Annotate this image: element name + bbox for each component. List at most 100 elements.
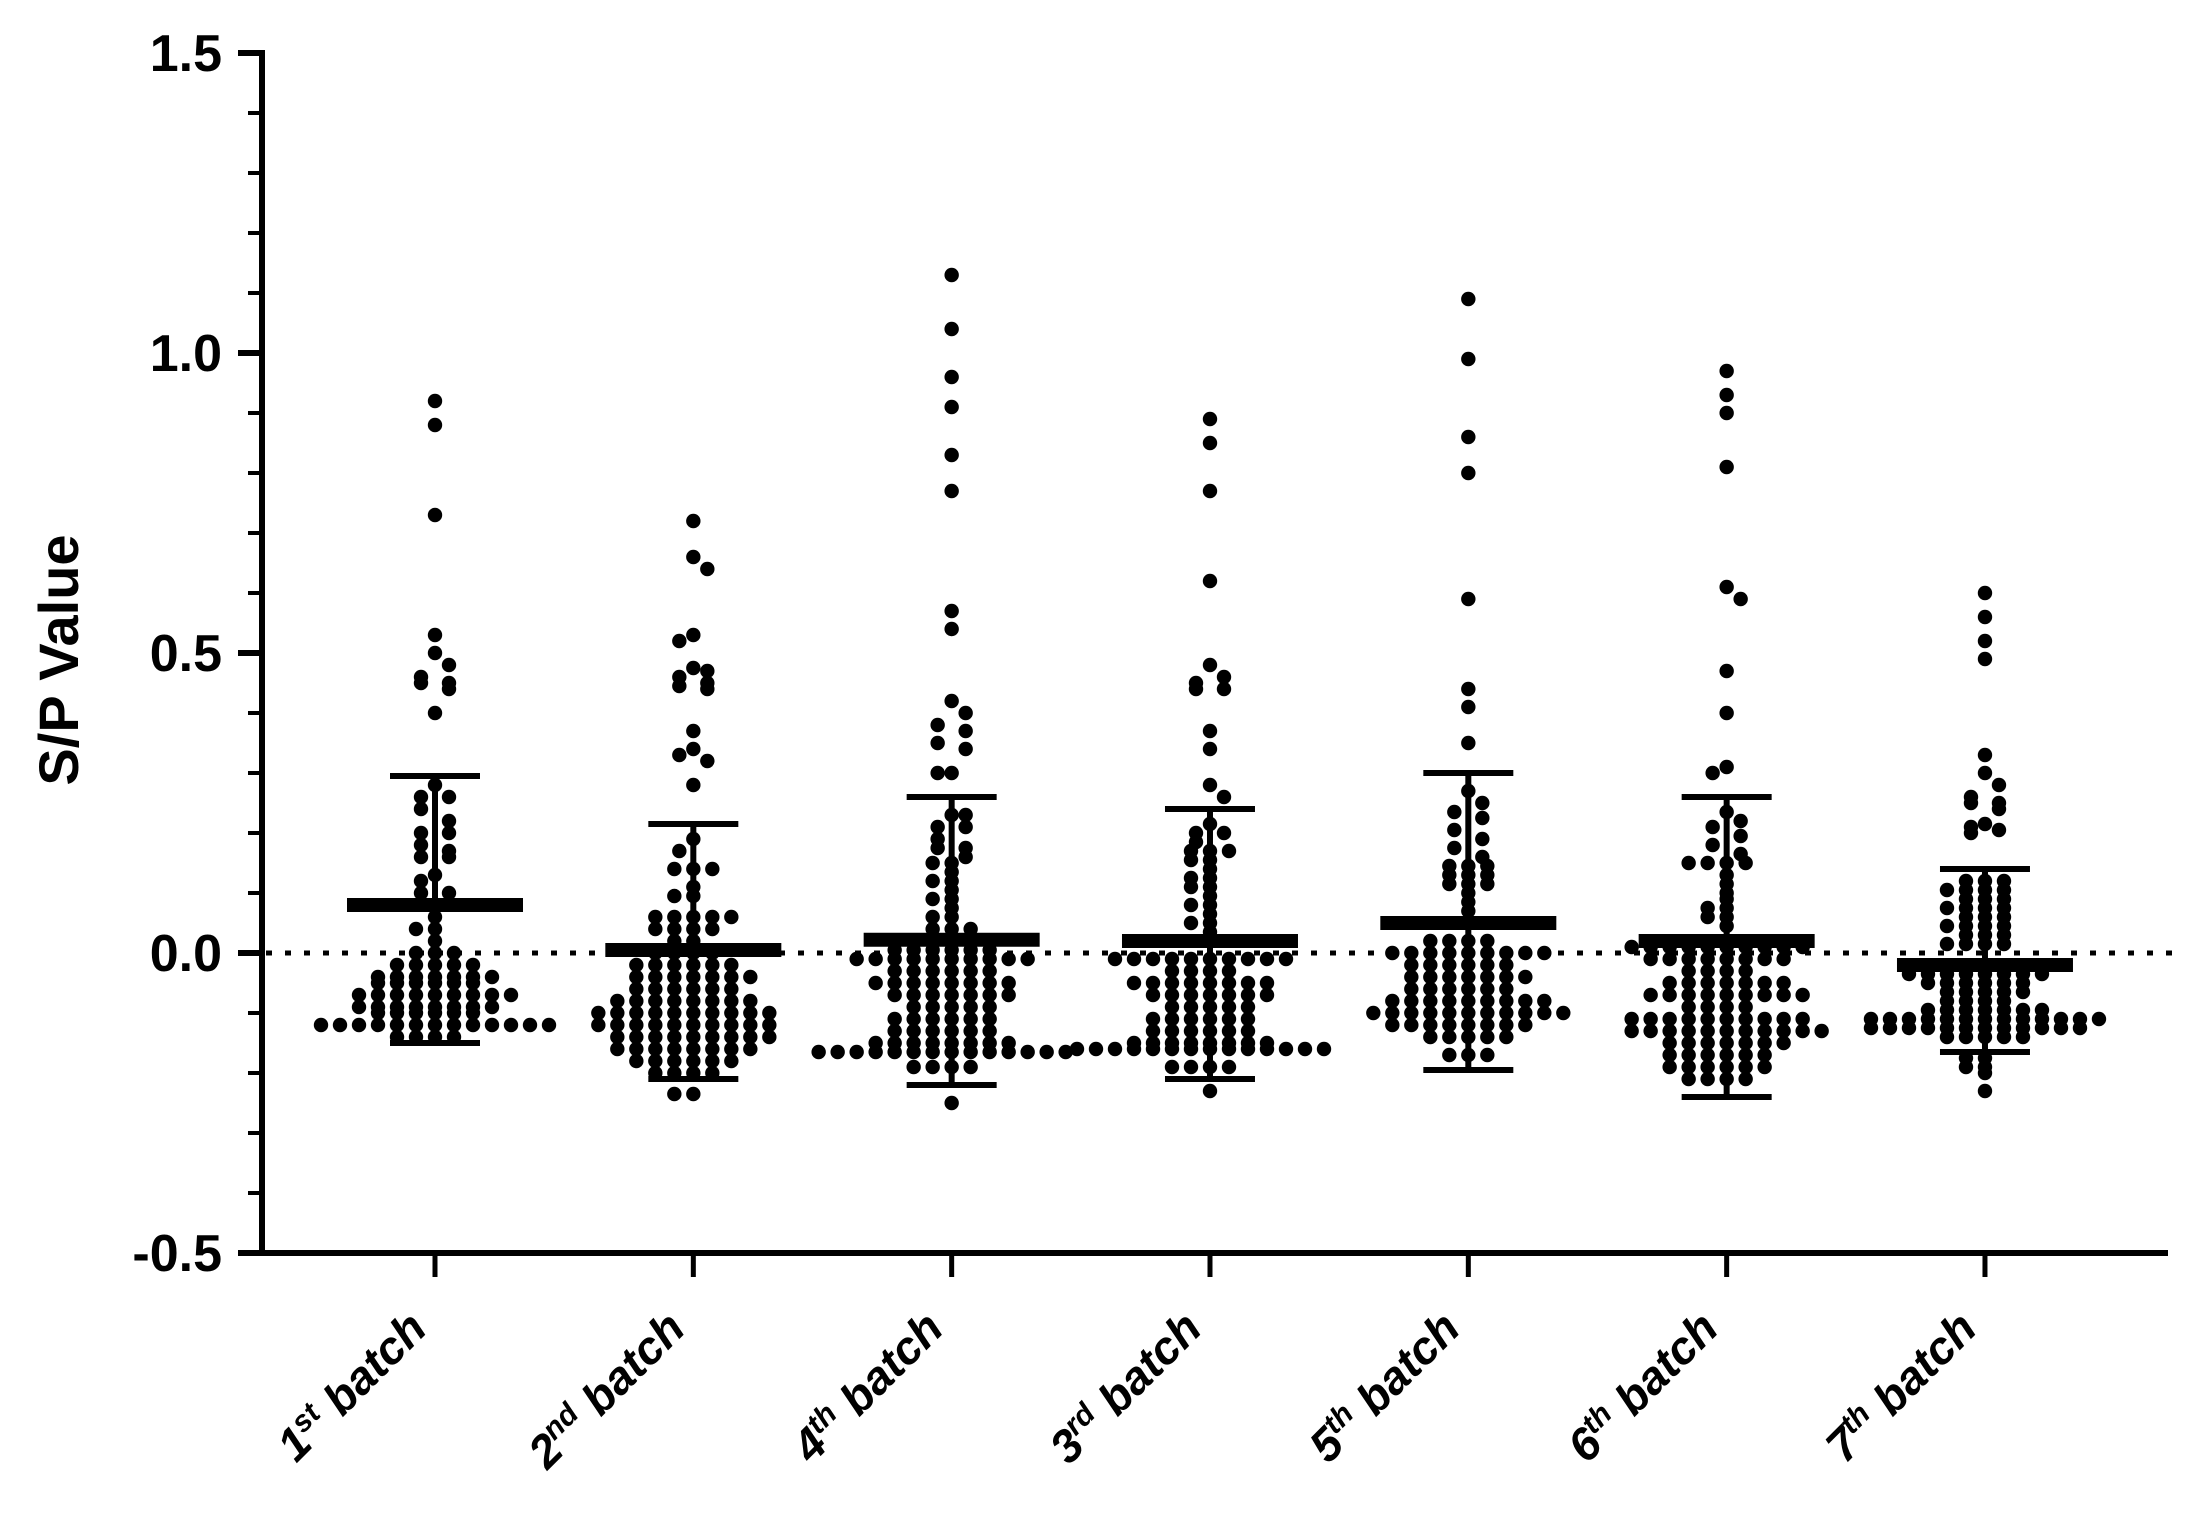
data-point [1776, 1023, 1791, 1039]
data-point [1221, 975, 1237, 991]
data-point [1776, 1011, 1791, 1027]
data-point [1404, 1017, 1419, 1033]
data-point [1442, 1005, 1457, 1021]
data-point [705, 969, 720, 985]
data-point [925, 891, 940, 907]
data-point [1499, 957, 1514, 973]
data-point [610, 1041, 625, 1057]
data-point [413, 675, 429, 691]
data-point [1499, 1005, 1514, 1021]
data-point [1901, 1020, 1917, 1036]
data-point [1069, 1041, 1085, 1057]
data-point [1700, 1035, 1715, 1051]
data-point [1757, 975, 1772, 991]
data-point [1977, 609, 1993, 625]
data-point [1183, 975, 1199, 991]
data-point [1404, 957, 1419, 973]
data-point [413, 849, 429, 865]
data-point [743, 1017, 758, 1033]
data-point [446, 987, 462, 1003]
data-point [1977, 816, 1993, 832]
data-point [408, 987, 424, 1003]
data-point [446, 1005, 462, 1021]
data-point [648, 1041, 663, 1057]
data-point [1385, 993, 1400, 1009]
data-point [648, 993, 663, 1009]
data-point [1423, 945, 1438, 961]
data-point [446, 1017, 462, 1033]
data-point [1662, 1035, 1677, 1051]
data-point [925, 1011, 940, 1027]
data-point [944, 399, 959, 415]
data-point [1719, 663, 1734, 679]
data-point [1480, 876, 1495, 892]
data-point [408, 921, 424, 937]
data-point [1164, 951, 1180, 967]
data-point [1624, 939, 1639, 955]
data-point [1757, 1011, 1772, 1027]
data-point [441, 885, 457, 901]
data-point [351, 999, 367, 1015]
batch-group [811, 267, 1073, 1111]
data-point [2072, 1020, 2088, 1036]
data-point [1939, 900, 1955, 916]
data-point [982, 975, 997, 991]
x-tick-label: 5th batch [1299, 1301, 1470, 1472]
data-point [944, 765, 959, 781]
data-point [408, 945, 424, 961]
data-point [446, 975, 462, 991]
data-point [1480, 993, 1495, 1009]
x-tick-label: 2nd batch [517, 1301, 694, 1478]
data-point [1442, 993, 1457, 1009]
data-point [667, 888, 682, 904]
data-point [963, 1059, 978, 1075]
data-point [1145, 987, 1161, 1003]
data-point [982, 1011, 997, 1027]
data-point [610, 1017, 625, 1033]
data-point [705, 1005, 720, 1021]
data-point [441, 657, 457, 673]
data-point [1461, 699, 1476, 715]
data-point [1700, 1011, 1715, 1027]
axes-layer: 1.5 1.0 0.5 0.0 -0.5 1st batch 2nd batch 4th ba… [132, 25, 2168, 1479]
data-point [1738, 987, 1753, 1003]
data-point [1164, 1023, 1180, 1039]
data-point [465, 1017, 481, 1033]
data-point [629, 957, 644, 973]
data-point [1480, 1047, 1495, 1063]
data-point [667, 993, 682, 1009]
data-point [389, 1017, 405, 1033]
data-point [441, 681, 457, 697]
data-point [408, 1017, 424, 1033]
data-point [930, 840, 945, 856]
data-point [2091, 1011, 2107, 1027]
data-point [868, 975, 883, 991]
data-point [1039, 1044, 1054, 1060]
data-point [1681, 1059, 1696, 1075]
data-point [1662, 1047, 1677, 1063]
data-point [648, 957, 663, 973]
data-point [930, 735, 945, 751]
data-point [1681, 1071, 1696, 1087]
data-point [1164, 1041, 1180, 1057]
data-point [1385, 1005, 1400, 1021]
data-point [1700, 963, 1715, 979]
data-point [1738, 1059, 1753, 1075]
data-point [413, 885, 429, 901]
data-point [1996, 1029, 2012, 1045]
data-point [1221, 1041, 1237, 1057]
data-point [686, 549, 701, 565]
data-point [629, 1029, 644, 1045]
data-point [1681, 1035, 1696, 1051]
data-point [958, 723, 973, 739]
data-point [1958, 1029, 1974, 1045]
data-point [1700, 975, 1715, 991]
data-point [1977, 1083, 1993, 1099]
data-point [648, 981, 663, 997]
data-point [413, 837, 429, 853]
data-point [591, 1005, 606, 1021]
data-point [351, 987, 367, 1003]
data-point [724, 981, 739, 997]
data-point [1221, 963, 1237, 979]
